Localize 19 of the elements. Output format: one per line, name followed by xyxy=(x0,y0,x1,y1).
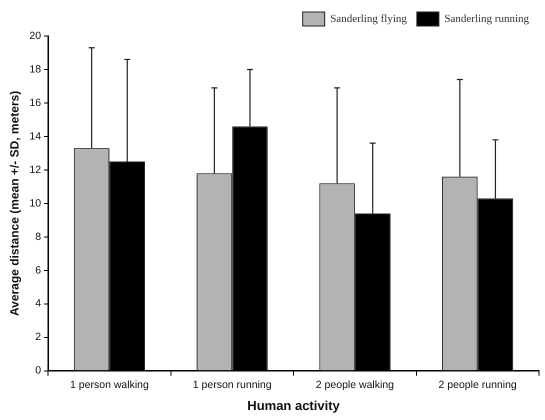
x-axis-title: Human activity xyxy=(247,398,341,413)
y-tick-label: 14 xyxy=(29,130,42,142)
y-tick-label: 2 xyxy=(35,331,42,344)
y-tick-label: 16 xyxy=(29,96,42,109)
x-tick-label: 1 person walking xyxy=(70,378,149,391)
legend-label: Sanderling flying xyxy=(330,12,408,25)
y-tick-label: 8 xyxy=(35,230,42,243)
y-tick-label: 18 xyxy=(29,63,42,76)
y-tick-label: 6 xyxy=(35,264,42,276)
x-tick-label: 2 people walking xyxy=(316,378,394,391)
x-tick-label: 1 person running xyxy=(192,378,272,391)
legend-label: Sanderling running xyxy=(444,12,530,25)
y-tick-label: 10 xyxy=(29,197,42,210)
y-tick-label: 4 xyxy=(35,298,42,310)
y-axis-title: Average distance (mean +/- SD, meters) xyxy=(8,90,22,316)
y-tick-label: 12 xyxy=(29,164,42,176)
y-tick-label: 20 xyxy=(29,30,42,42)
x-tick-label: 2 people running xyxy=(438,378,517,391)
y-tick-label: 0 xyxy=(35,364,42,377)
